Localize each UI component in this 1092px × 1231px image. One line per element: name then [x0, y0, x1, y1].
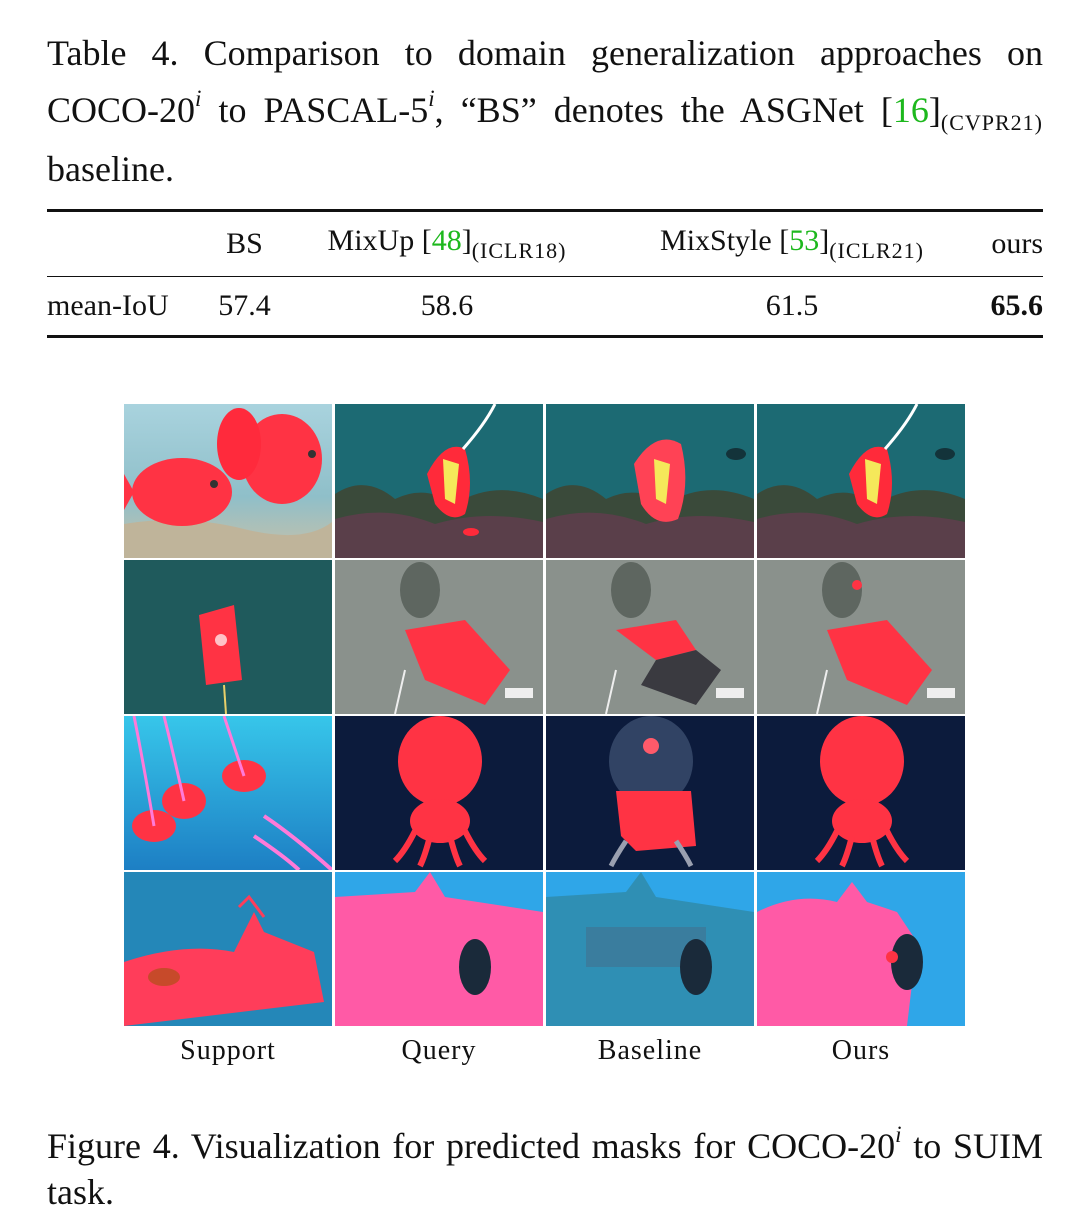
- mixup-label: MixUp [: [327, 224, 432, 257]
- table-header-bs: BS: [226, 227, 263, 260]
- figure-grid: [124, 404, 965, 1028]
- table-header-mixstyle: MixStyle [53](ICLR21): [612, 211, 972, 277]
- baseline-image-fish: [546, 404, 754, 558]
- citation-link[interactable]: 48: [431, 224, 462, 257]
- support-image-fish: [124, 404, 332, 558]
- mixstyle-label: MixStyle [: [660, 224, 790, 257]
- citation-link[interactable]: 53: [789, 224, 820, 257]
- baseline-image-squid: [546, 716, 754, 870]
- table-caption-text: Table 4. Comparison to domain generaliza…: [47, 33, 1043, 130]
- table-header-empty: [47, 211, 207, 277]
- ours-image-fish: [757, 404, 965, 558]
- ours-image-rov: [757, 560, 965, 714]
- citation-link[interactable]: 16: [892, 90, 929, 130]
- table-caption-bracket: ]: [928, 90, 941, 130]
- support-image-jellyfish: [124, 716, 332, 870]
- table-header-row: BS MixUp [48](ICLR18) MixStyle [53](ICLR…: [47, 210, 1043, 277]
- query-image-wreck: [335, 872, 543, 1026]
- column-label-support: Support: [180, 1035, 276, 1066]
- column-label-ours: Ours: [831, 1035, 891, 1066]
- table-header-mixup: MixUp [48](ICLR18): [282, 211, 612, 277]
- table-header-ours: ours: [991, 227, 1043, 260]
- figure-caption-text: Figure 4. Visualization for predicted ma…: [47, 1126, 896, 1166]
- ours-image-squid: [757, 716, 965, 870]
- figure-caption-text-2: to SUIM task.: [47, 1126, 1043, 1212]
- support-image-wreck: [124, 872, 332, 1026]
- table-cell-mixup: 58.6: [420, 289, 474, 322]
- ours-image-wreck: [757, 872, 965, 1026]
- baseline-image-wreck: [546, 872, 754, 1026]
- mixstyle-bracket: ]: [819, 224, 830, 257]
- support-image-rov: [124, 560, 332, 714]
- table-cell-metric: mean-IoU: [47, 289, 169, 322]
- mixstyle-venue: (ICLR21): [829, 238, 924, 263]
- table-caption: Table 4. Comparison to domain generaliza…: [47, 30, 1043, 192]
- table-caption-text-2: to PASCAL-5: [201, 90, 429, 130]
- query-image-rov: [335, 560, 543, 714]
- query-image-squid: [335, 716, 543, 870]
- mixup-venue: (ICLR18): [471, 238, 567, 263]
- mixup-bracket: ]: [461, 224, 472, 257]
- table-caption-sup-2: i: [428, 86, 435, 111]
- table-cell-mixstyle: 61.5: [765, 289, 819, 322]
- figure-caption: Figure 4. Visualization for predicted ma…: [47, 1112, 1043, 1215]
- table-caption-sup-1: i: [195, 86, 202, 111]
- baseline-image-rov: [546, 560, 754, 714]
- table-row-mean-iou: mean-IoU 57.4 58.6 61.5 65.6: [47, 276, 1044, 337]
- table-caption-text-3: , “BS” denotes the ASGNet [: [434, 90, 893, 130]
- table-caption-venue: (CVPR21): [940, 110, 1043, 135]
- table-cell-ours: 65.6: [990, 289, 1044, 322]
- table-caption-text-4: baseline.: [47, 149, 174, 189]
- figure-caption-sup: i: [895, 1122, 902, 1147]
- query-image-fish: [335, 404, 543, 558]
- results-table: BS MixUp [48](ICLR18) MixStyle [53](ICLR…: [47, 209, 1043, 338]
- table-cell-bs: 57.4: [218, 289, 271, 322]
- column-label-baseline: Baseline: [597, 1035, 703, 1066]
- column-label-query: Query: [401, 1035, 477, 1066]
